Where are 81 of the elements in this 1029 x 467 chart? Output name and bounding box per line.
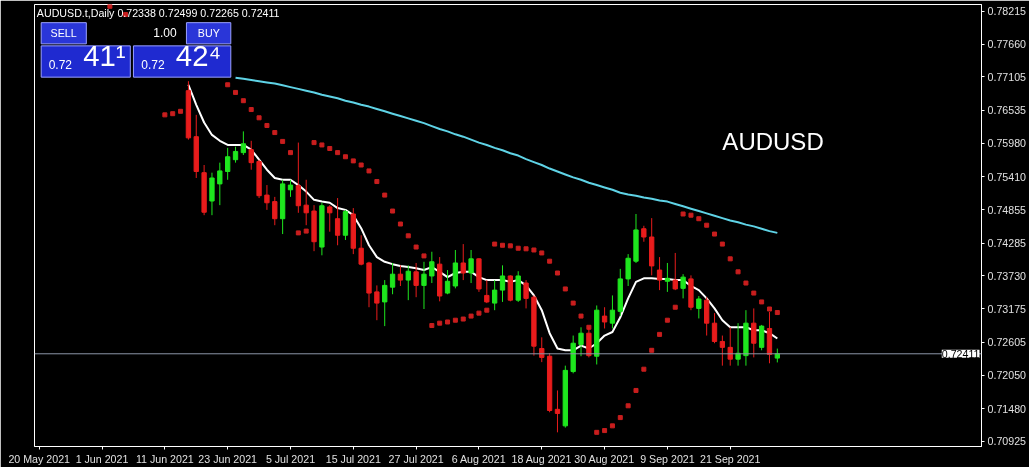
x-tick-label: 18 Aug 2021 <box>511 452 572 465</box>
y-tick-label: 0.75980 <box>987 137 1027 150</box>
candlestick <box>696 295 702 319</box>
x-tick-label: 5 Jul 2021 <box>265 452 316 465</box>
candlestick <box>601 306 608 329</box>
candlestick <box>358 234 364 266</box>
candlestick <box>704 296 710 337</box>
candlestick <box>217 162 223 206</box>
y-tick-label: 0.72050 <box>987 369 1027 382</box>
candlestick <box>429 251 435 284</box>
y-tick-label: 0.77660 <box>987 38 1027 51</box>
y-tick-label: 0.74285 <box>987 237 1027 250</box>
y-tick-label: 0.76535 <box>987 104 1027 117</box>
candlestick <box>405 264 411 301</box>
candlestick <box>523 279 529 309</box>
candlestick <box>264 184 270 211</box>
candlestick <box>272 196 278 226</box>
candlestick <box>727 326 733 367</box>
candlestick <box>499 264 506 303</box>
candlestick <box>421 261 427 310</box>
candlestick <box>397 264 404 287</box>
candlestick <box>327 204 333 233</box>
candlestick <box>578 326 584 357</box>
candlestick <box>719 335 726 367</box>
y-tick-label: 0.71480 <box>987 402 1027 415</box>
x-tick-label: 6 Aug 2021 <box>451 452 506 465</box>
annotation: 0.72 41¹ <box>48 39 126 73</box>
y-tick-label: 0.75410 <box>987 170 1027 183</box>
x-tick-label: 20 May 2021 <box>8 452 71 465</box>
candlestick <box>209 172 215 216</box>
candlestick <box>413 262 419 298</box>
candlestick <box>374 284 380 321</box>
candlestick <box>342 209 349 241</box>
candlestick <box>334 197 341 246</box>
x-tick-label: 27 Jul 2021 <box>388 452 444 465</box>
candlestick <box>539 336 545 363</box>
chart-title: AUDUSD.t,Daily 0.72338 0.72499 0.72265 0.72411 <box>36 6 280 19</box>
candlestick <box>680 273 686 299</box>
candlestick <box>225 147 231 181</box>
x-tick-label: 9 Sep 2021 <box>640 452 695 465</box>
candlestick <box>672 252 678 291</box>
candlestick <box>735 322 741 367</box>
annotation: SELL <box>50 26 77 39</box>
y-tick-label: 0.77105 <box>987 70 1027 83</box>
candlestick <box>382 279 388 327</box>
candlestick <box>711 312 718 344</box>
candlestick <box>240 130 247 156</box>
annotation: AUDUSD <box>722 128 824 156</box>
candlestick <box>664 262 671 293</box>
ref-line-label: 0.72411 <box>941 347 980 360</box>
y-tick-label: 0.73175 <box>987 302 1027 315</box>
candlestick <box>586 326 592 358</box>
candlestick <box>295 142 301 214</box>
candlestick <box>452 249 459 289</box>
x-tick-label: 30 Aug 2021 <box>574 452 635 465</box>
candlestick <box>468 249 474 284</box>
candlestick <box>444 269 451 295</box>
y-tick-label: 0.78215 <box>987 5 1027 18</box>
candlestick <box>303 179 309 226</box>
x-tick-label: 15 Jul 2021 <box>325 452 381 465</box>
candlestick <box>554 389 561 433</box>
y-tick-label: 0.72605 <box>987 336 1027 349</box>
y-tick-label: 0.73730 <box>987 269 1027 282</box>
annotation: BUY <box>197 26 220 39</box>
candlestick <box>248 140 254 171</box>
y-tick-label: 0.70925 <box>987 435 1027 448</box>
candlestick <box>751 307 757 358</box>
candlestick <box>389 262 396 295</box>
candlestick <box>656 256 663 291</box>
annotation: 0.72 42⁴ <box>141 39 222 73</box>
annotation: 1.00 <box>153 26 177 41</box>
candlestick <box>460 243 466 281</box>
candlestick <box>625 253 631 287</box>
x-tick-label: 23 Jun 2021 <box>198 452 258 465</box>
x-tick-label: 1 Jun 2021 <box>75 452 129 465</box>
y-tick-label: 0.74855 <box>987 203 1027 216</box>
candlestick <box>758 324 765 351</box>
candlestick <box>609 294 616 329</box>
candlestick <box>491 279 498 311</box>
x-tick-label: 21 Sep 2021 <box>700 452 761 465</box>
x-tick-label: 11 Jun 2021 <box>135 452 194 465</box>
